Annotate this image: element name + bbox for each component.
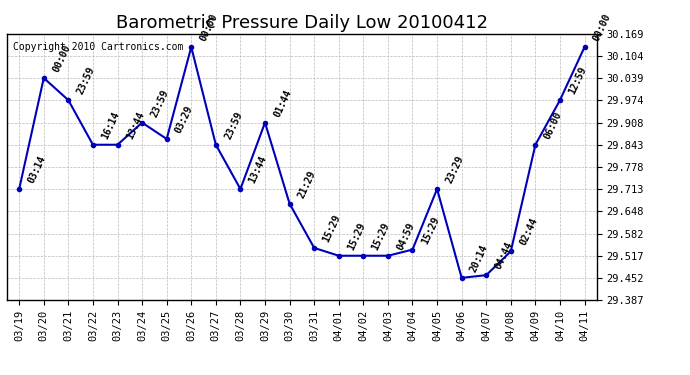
Text: 02:44: 02:44	[518, 216, 540, 247]
Text: 16:14: 16:14	[100, 110, 121, 141]
Text: 20:14: 20:14	[469, 243, 490, 274]
Text: 00:00: 00:00	[51, 43, 72, 74]
Text: 01:44: 01:44	[272, 88, 293, 118]
Text: 03:29: 03:29	[174, 104, 195, 135]
Text: 21:29: 21:29	[297, 169, 318, 200]
Text: 04:59: 04:59	[395, 221, 416, 252]
Text: 00:00: 00:00	[198, 12, 219, 43]
Title: Barometric Pressure Daily Low 20100412: Barometric Pressure Daily Low 20100412	[116, 14, 488, 32]
Text: 04:44: 04:44	[493, 240, 515, 271]
Text: 13:44: 13:44	[248, 154, 269, 185]
Text: 23:59: 23:59	[75, 65, 97, 96]
Text: 23:59: 23:59	[223, 110, 244, 141]
Text: 13:44: 13:44	[124, 110, 146, 141]
Text: 15:29: 15:29	[321, 213, 343, 244]
Text: Copyright 2010 Cartronics.com: Copyright 2010 Cartronics.com	[13, 42, 183, 52]
Text: 15:29: 15:29	[420, 214, 441, 246]
Text: 23:29: 23:29	[444, 154, 466, 185]
Text: 23:59: 23:59	[149, 88, 170, 118]
Text: 00:00: 00:00	[591, 12, 613, 43]
Text: 12:59: 12:59	[567, 65, 589, 96]
Text: 15:29: 15:29	[371, 221, 392, 252]
Text: 03:14: 03:14	[26, 154, 48, 185]
Text: 15:29: 15:29	[346, 221, 367, 252]
Text: 06:00: 06:00	[542, 110, 564, 141]
